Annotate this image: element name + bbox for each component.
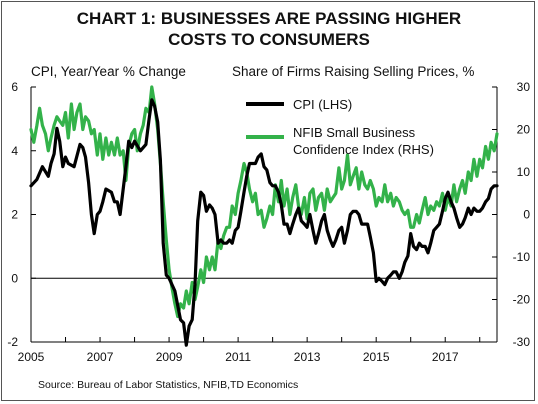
x-tick-label: 2013 bbox=[294, 350, 321, 364]
left-tick-label: 4 bbox=[11, 144, 18, 158]
right-tick-label: 10 bbox=[517, 165, 531, 179]
left-axis-label: CPI, Year/Year % Change bbox=[31, 64, 186, 79]
left-tick-label: -2 bbox=[7, 335, 18, 349]
legend-label-cpi: CPI (LHS) bbox=[293, 97, 352, 112]
legend-label-nfib: NFIB Small Business Confidence Index (RH… bbox=[293, 125, 434, 157]
x-tick-label: 2009 bbox=[156, 350, 183, 364]
x-tick-label: 2017 bbox=[432, 350, 459, 364]
right-tick-label: 20 bbox=[517, 123, 531, 137]
source-note: Source: Bureau of Labor Statistics, NFIB… bbox=[38, 379, 299, 391]
right-tick-label: -30 bbox=[513, 335, 531, 349]
series-group bbox=[29, 85, 499, 347]
chart-title-line-2: COSTS TO CONSUMERS bbox=[168, 30, 370, 49]
x-tick-label: 2011 bbox=[225, 350, 251, 364]
left-tick-label: 6 bbox=[11, 80, 18, 94]
legend: CPI (LHS) NFIB Small Business Confidence… bbox=[246, 97, 434, 157]
legend-label-nfib-line-2: Confidence Index (RHS) bbox=[293, 142, 434, 157]
x-tick-label: 2005 bbox=[18, 350, 45, 364]
right-axis-label: Share of Firms Raising Selling Prices, % bbox=[232, 64, 475, 79]
legend-label-nfib-line-1: NFIB Small Business bbox=[293, 125, 416, 140]
right-tick-label: -10 bbox=[513, 250, 531, 264]
nfib-series-line bbox=[29, 85, 499, 319]
right-tick-label: -20 bbox=[513, 293, 531, 307]
cpi-series-line bbox=[29, 98, 499, 347]
x-tick-label: 2015 bbox=[363, 350, 390, 364]
right-tick-label: 0 bbox=[523, 208, 530, 222]
right-tick-label: 30 bbox=[517, 80, 531, 94]
left-tick-label: 2 bbox=[11, 208, 18, 222]
chart-title-line-1: CHART 1: BUSINESSES ARE PASSING HIGHER bbox=[76, 9, 462, 28]
x-tick-label: 2007 bbox=[87, 350, 114, 364]
left-tick-label: 0 bbox=[11, 271, 18, 285]
